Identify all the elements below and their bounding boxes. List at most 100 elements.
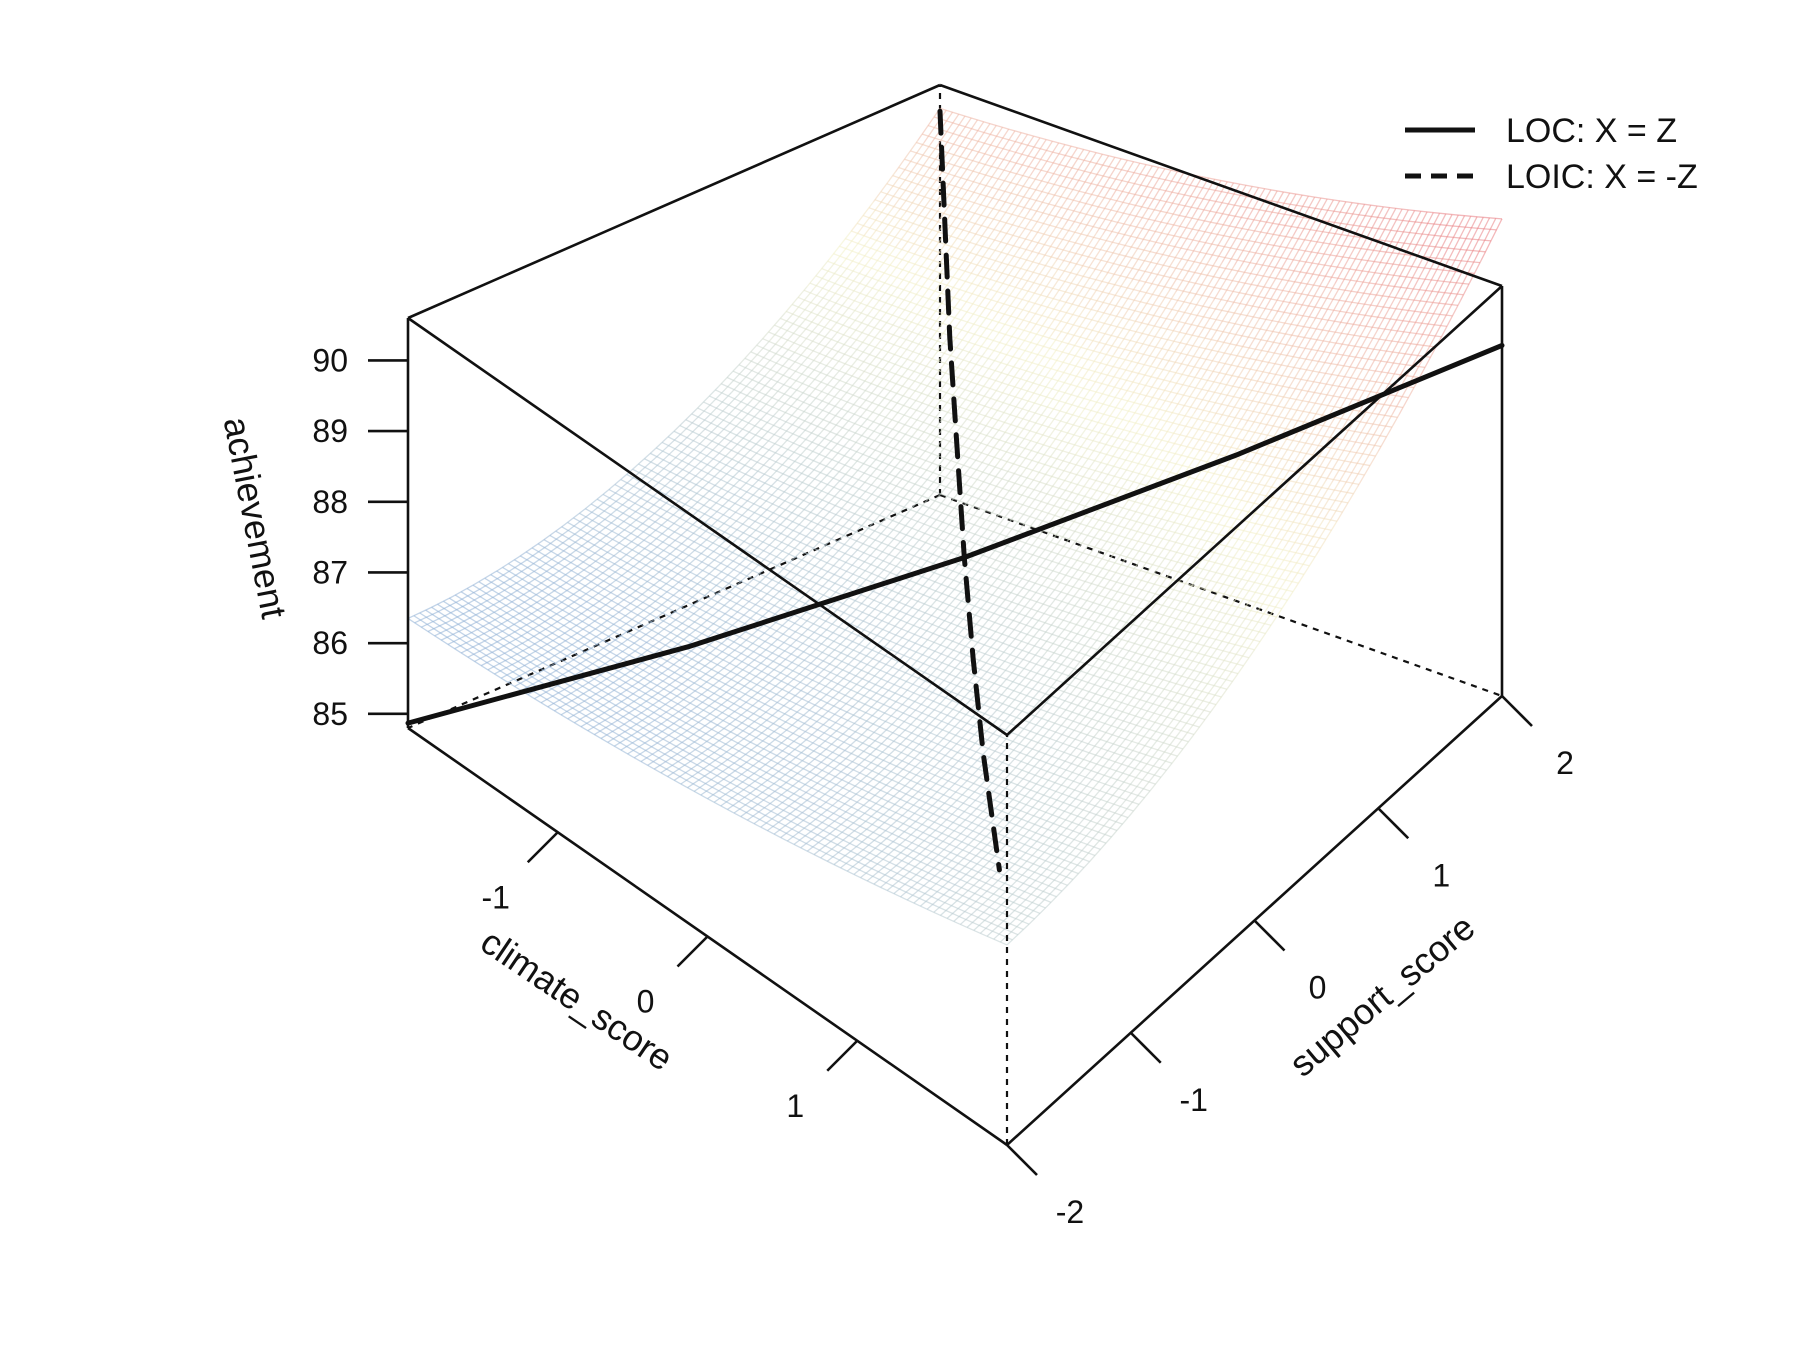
surface-mesh-line — [918, 419, 943, 431]
surface-mesh-line — [708, 553, 732, 575]
surface-mesh-line — [917, 646, 940, 671]
surface-mesh-line — [1042, 575, 1067, 586]
surface-mesh-line — [868, 697, 894, 710]
surface-mesh-line — [989, 602, 1015, 613]
surface-mesh-line — [689, 717, 716, 732]
surface-mesh-line — [1008, 440, 1032, 470]
surface-mesh-line — [994, 362, 1017, 393]
surface-mesh-line — [1133, 193, 1158, 201]
surface-mesh-line — [1417, 333, 1442, 338]
surface-mesh-line — [542, 662, 569, 679]
surface-mesh-line — [805, 434, 828, 460]
surface-mesh-line — [1034, 555, 1057, 584]
surface-mesh-line — [1034, 261, 1059, 270]
surface-mesh-line — [1081, 643, 1106, 654]
surface-mesh-line — [703, 455, 727, 479]
surface-mesh-line — [1377, 414, 1400, 452]
surface-mesh-line — [1124, 583, 1147, 614]
surface-mesh-line — [897, 668, 923, 681]
surface-mesh-line — [921, 215, 947, 225]
surface-mesh-line — [886, 872, 909, 892]
surface-mesh-line — [1255, 190, 1278, 229]
surface-mesh-line — [936, 808, 959, 830]
surface-mesh-line — [680, 755, 706, 770]
surface-mesh-line — [1066, 422, 1092, 431]
surface-mesh-line — [1234, 613, 1257, 646]
surface-mesh-line — [1231, 268, 1255, 305]
surface-mesh-line — [651, 430, 675, 453]
surface-mesh-line — [1162, 629, 1185, 660]
surface-mesh-line — [780, 392, 806, 404]
surface-mesh-line — [1019, 604, 1045, 615]
surface-mesh-line — [737, 807, 764, 822]
tick-mark — [1377, 807, 1410, 840]
surface-mesh-line — [529, 656, 552, 671]
surface-mesh-line — [652, 494, 676, 516]
surface-mesh-line — [769, 404, 794, 417]
surface-mesh-line — [1196, 397, 1221, 405]
surface-mesh-line — [1189, 535, 1214, 544]
surface-mesh-line — [1035, 545, 1060, 556]
surface-mesh-line — [717, 526, 741, 549]
surface-mesh-line — [1117, 162, 1141, 199]
surface-mesh-line — [811, 632, 834, 655]
surface-mesh-line — [786, 711, 809, 731]
surface-mesh-line — [810, 816, 836, 830]
surface-mesh-line — [640, 747, 663, 763]
surface-mesh-line — [696, 452, 720, 476]
surface-mesh-line — [1143, 249, 1167, 285]
surface-mesh-line — [1166, 700, 1188, 729]
surface-mesh-line — [847, 237, 871, 268]
surface-mesh-line — [803, 585, 829, 598]
surface-mesh-line — [710, 730, 733, 748]
surface-mesh-line — [826, 562, 852, 575]
surface-mesh-line — [862, 560, 888, 572]
surface-mesh-line — [819, 674, 845, 688]
surface-mesh-line — [1039, 842, 1066, 853]
surface-mesh-line — [730, 532, 754, 555]
surface-mesh-line — [1058, 309, 1083, 318]
surface-mesh-line — [584, 490, 608, 510]
surface-mesh-line — [876, 660, 899, 684]
surface-mesh-line — [1005, 344, 1031, 353]
surface-mesh-line — [1032, 626, 1058, 637]
surface-mesh-line — [786, 824, 809, 842]
surface-mesh-line — [1115, 178, 1140, 186]
surface-mesh-line — [851, 572, 876, 585]
surface-mesh-line — [978, 501, 1002, 530]
surface-mesh-line — [940, 870, 966, 883]
surface-mesh-line — [1179, 423, 1204, 432]
surface-mesh-line — [889, 455, 914, 466]
surface-mesh-line — [1099, 659, 1125, 669]
surface-mesh-line — [911, 580, 936, 592]
surface-mesh-line — [1240, 229, 1263, 267]
surface-mesh-line — [853, 240, 878, 270]
surface-mesh-line — [1386, 209, 1409, 250]
surface-mesh-line — [1134, 287, 1158, 322]
surface-mesh-line — [1202, 221, 1226, 259]
surface-mesh-line — [1322, 365, 1345, 403]
surface-mesh-line — [813, 780, 840, 795]
surface-mesh-line — [1341, 332, 1366, 338]
surface-mesh-line — [985, 491, 1011, 501]
surface-mesh-line — [1292, 237, 1316, 243]
surface-mesh-line — [586, 550, 610, 569]
surface-mesh-line — [573, 517, 599, 532]
surface-mesh-line — [520, 598, 544, 614]
surface-mesh-line — [795, 562, 819, 586]
surface-mesh-line — [1121, 511, 1145, 542]
surface-mesh-line — [784, 286, 808, 314]
surface-mesh-line — [1307, 524, 1332, 531]
surface-mesh-line — [958, 563, 983, 574]
surface-mesh-line — [737, 628, 760, 649]
surface-mesh-line — [773, 584, 797, 607]
surface-mesh-line — [957, 165, 982, 175]
surface-mesh-line — [788, 797, 811, 816]
surface-mesh-line — [1334, 298, 1359, 304]
surface-mesh-line — [693, 682, 720, 697]
surface-mesh-line — [890, 492, 915, 503]
surface-mesh-line — [1153, 696, 1175, 725]
surface-mesh-line — [1323, 497, 1349, 504]
surface-mesh-line — [888, 289, 912, 320]
surface-mesh-line — [1453, 259, 1476, 300]
